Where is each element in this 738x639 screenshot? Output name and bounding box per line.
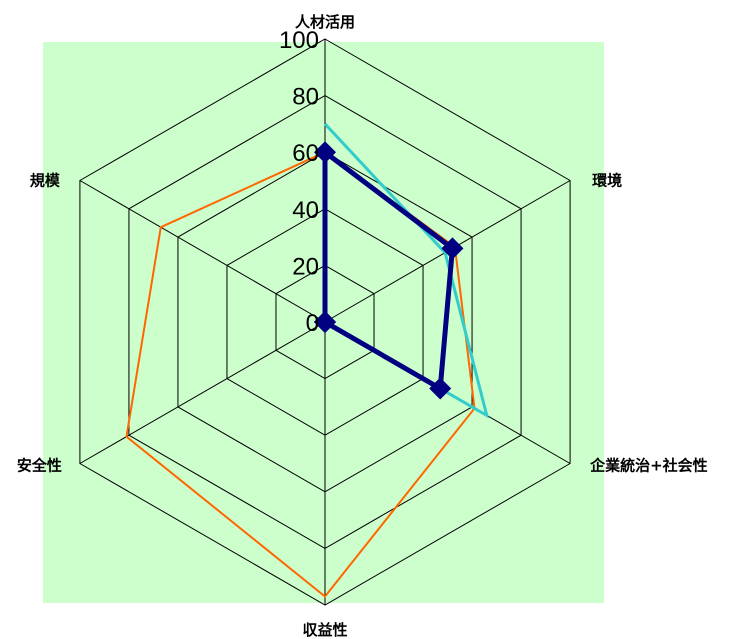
tick-label-40: 40	[292, 197, 319, 224]
series-group	[125, 122, 490, 598]
tick-label-20: 20	[292, 253, 319, 280]
axis-label-2: 企業統治+社会性	[589, 457, 708, 475]
series-marker-2-2	[429, 377, 452, 400]
tick-label-100: 100	[279, 27, 319, 54]
series-marker-2-1	[441, 237, 464, 260]
axis-label-0: 人材活用	[295, 13, 355, 31]
series-marker-2-0	[314, 141, 336, 164]
tick-label-60: 60	[292, 140, 319, 167]
tick-label-80: 80	[292, 84, 319, 111]
series-marker-2-5	[314, 311, 336, 333]
tick-labels: 0 20 40 60 80 100	[279, 27, 319, 337]
axis-label-4: 安全性	[17, 457, 62, 475]
tick-label-0: 0	[306, 310, 319, 337]
axis-label-3: 収益性	[302, 621, 347, 639]
axis-label-1: 環境	[592, 172, 622, 190]
axis-label-5: 規模	[30, 172, 61, 190]
axis-spoke-5	[79, 180, 326, 323]
axis-spoke-4	[79, 321, 326, 464]
